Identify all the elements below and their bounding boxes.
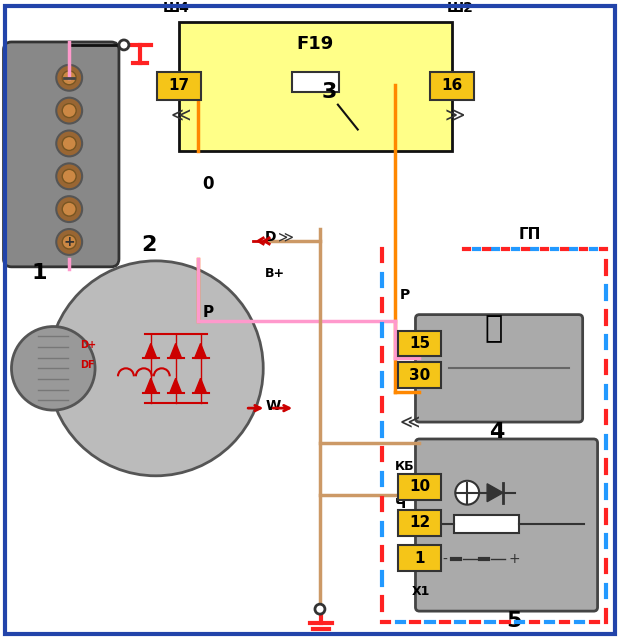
Text: 5: 5	[507, 611, 522, 631]
Polygon shape	[195, 378, 206, 393]
Text: 1: 1	[32, 263, 47, 283]
Circle shape	[56, 97, 82, 124]
Circle shape	[12, 327, 95, 410]
Circle shape	[62, 104, 76, 118]
Circle shape	[56, 196, 82, 222]
Circle shape	[56, 65, 82, 90]
FancyBboxPatch shape	[415, 315, 583, 422]
Text: Ч: Ч	[394, 497, 406, 511]
Circle shape	[315, 604, 325, 614]
Polygon shape	[195, 343, 206, 359]
Bar	[397, 545, 441, 571]
Text: ≫: ≫	[278, 229, 294, 244]
Text: 30: 30	[409, 368, 430, 383]
Text: X1: X1	[412, 585, 430, 598]
Polygon shape	[145, 343, 157, 359]
Text: W: W	[265, 399, 280, 413]
Bar	[397, 362, 441, 388]
Bar	[430, 72, 474, 99]
Circle shape	[56, 229, 82, 255]
Text: 17: 17	[168, 78, 189, 93]
Text: D+: D+	[80, 340, 96, 350]
Text: D: D	[265, 230, 277, 244]
Bar	[397, 331, 441, 356]
Text: Р: Р	[203, 304, 214, 320]
Text: 4: 4	[489, 422, 505, 442]
Text: 0: 0	[203, 175, 214, 193]
Bar	[179, 22, 453, 152]
Bar	[454, 515, 519, 533]
Bar	[157, 72, 200, 99]
Circle shape	[62, 136, 76, 150]
Text: -: -	[442, 552, 447, 566]
Text: +: +	[63, 235, 75, 249]
Circle shape	[62, 71, 76, 85]
Text: ≫: ≫	[445, 106, 465, 125]
Text: Р: Р	[399, 288, 410, 302]
Text: 12: 12	[409, 515, 430, 530]
Circle shape	[56, 163, 82, 189]
Circle shape	[48, 261, 264, 476]
Circle shape	[62, 235, 76, 249]
FancyBboxPatch shape	[415, 439, 598, 611]
Circle shape	[62, 202, 76, 216]
Circle shape	[56, 131, 82, 157]
Circle shape	[119, 40, 129, 50]
Bar	[397, 510, 441, 536]
Polygon shape	[487, 483, 503, 502]
Text: F19: F19	[297, 35, 334, 53]
Text: Ш4: Ш4	[163, 1, 190, 15]
Text: 16: 16	[441, 78, 463, 93]
Text: 🔑: 🔑	[485, 314, 503, 343]
FancyBboxPatch shape	[4, 42, 119, 267]
Text: 1: 1	[414, 551, 425, 566]
Polygon shape	[145, 378, 157, 393]
Bar	[291, 72, 339, 92]
Text: ≪: ≪	[399, 413, 420, 432]
Text: 3: 3	[322, 82, 337, 102]
Bar	[397, 474, 441, 499]
Text: Ш2: Ш2	[447, 1, 474, 15]
Circle shape	[455, 481, 479, 505]
Text: ≪: ≪	[170, 106, 191, 125]
Polygon shape	[170, 343, 182, 359]
Text: ГП: ГП	[519, 227, 541, 242]
Text: 15: 15	[409, 336, 430, 351]
Text: B+: B+	[265, 267, 285, 280]
Text: КБ: КБ	[394, 460, 414, 473]
Text: DF: DF	[80, 361, 95, 370]
Text: 2: 2	[141, 235, 156, 255]
Text: 10: 10	[409, 479, 430, 494]
Polygon shape	[170, 378, 182, 393]
Circle shape	[62, 169, 76, 183]
Text: +: +	[508, 552, 520, 566]
